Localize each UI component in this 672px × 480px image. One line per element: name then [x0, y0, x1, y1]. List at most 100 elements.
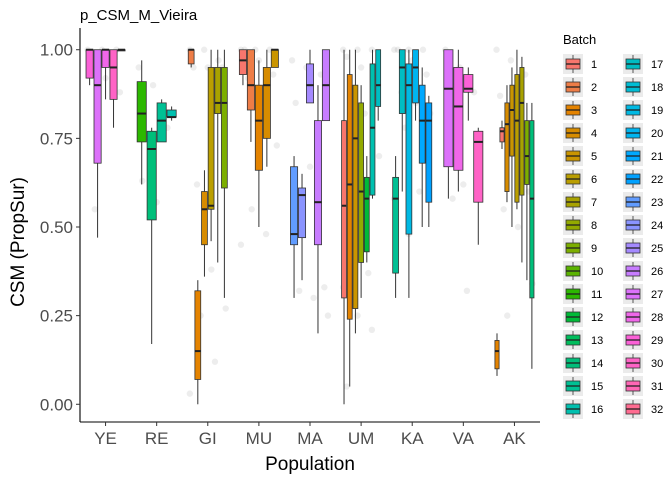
legend-label: 18: [651, 82, 663, 94]
legend-key-batch-13: 13: [563, 330, 603, 350]
box-iqr: [221, 67, 228, 189]
legend-label: 20: [651, 128, 663, 140]
legend-key-batch-8: 8: [563, 215, 597, 235]
x-tick-label: AK: [503, 429, 526, 448]
box-iqr: [166, 109, 177, 118]
outlier-point: [116, 89, 124, 96]
outlier-point: [262, 230, 270, 238]
box-iqr: [146, 130, 157, 221]
outlier-point: [222, 305, 229, 312]
outlier-point: [306, 163, 314, 170]
box-MA-batch-25: [306, 49, 314, 104]
box-iqr: [254, 84, 263, 171]
box-YE-batch-27: [93, 49, 102, 238]
legend-label: 28: [651, 312, 663, 324]
box-iqr: [246, 49, 255, 111]
outlier-point: [419, 46, 427, 53]
outlier-point: [324, 312, 332, 319]
legend-key-batch-14: 14: [563, 353, 603, 373]
box-iqr: [473, 130, 484, 203]
outlier-point: [135, 64, 142, 71]
legend-key-batch-20: 20: [623, 123, 663, 143]
legend-label: 10: [591, 266, 603, 278]
box-iqr: [238, 49, 247, 75]
legend-label: 1: [591, 59, 597, 71]
outlier-point: [507, 57, 515, 64]
legend-key-batch-4: 4: [563, 123, 597, 143]
box-iqr: [494, 340, 500, 370]
outlier-point: [91, 206, 98, 213]
box-iqr: [509, 84, 515, 157]
outlier-point: [211, 358, 219, 365]
outlier-point: [500, 206, 507, 213]
box-iqr: [453, 67, 464, 171]
chart-title: p_CSM_M_Vieira: [80, 7, 198, 24]
box-KA-batch-20: [412, 49, 419, 121]
box-iqr: [101, 49, 110, 68]
box-iqr: [136, 81, 147, 143]
x-tick-label: UM: [348, 429, 374, 448]
box-MU-batch-3: [254, 60, 263, 227]
outlier-point: [416, 188, 423, 195]
box-VA-batch-29: [463, 67, 474, 121]
box-MU-batch-2: [246, 49, 255, 142]
legend-label: 27: [651, 289, 663, 301]
legend-key-batch-21: 21: [623, 146, 663, 166]
box-RE-batch-14: [146, 127, 157, 344]
box-iqr: [85, 49, 94, 79]
legend-key-batch-17: 17: [623, 54, 663, 74]
outlier-point: [288, 57, 296, 64]
box-iqr: [207, 67, 215, 210]
box-iqr: [194, 290, 202, 380]
outlier-point: [493, 46, 500, 53]
box-MA-batch-26: [313, 85, 322, 334]
y-tick-label: 1.00: [40, 41, 73, 60]
box-GI-batch-2: [187, 48, 195, 68]
y-tick-label: 0.75: [40, 129, 73, 148]
box-iqr: [346, 74, 353, 320]
legend-label: 3: [591, 105, 597, 117]
legend-label: 2: [591, 82, 597, 94]
box-iqr: [463, 74, 474, 93]
box-iqr: [358, 102, 364, 263]
box-AK-batch-3: [494, 333, 500, 376]
outlier-point: [237, 241, 245, 248]
outlier-point: [321, 284, 328, 291]
outlier-point: [354, 46, 361, 53]
box-iqr: [214, 67, 222, 114]
outlier-point: [357, 64, 365, 71]
legend-label: 12: [591, 312, 603, 324]
legend-label: 4: [591, 128, 597, 140]
outlier-point: [310, 294, 317, 302]
box-iqr: [156, 102, 167, 143]
legend-label: 21: [651, 151, 663, 163]
box-iqr: [529, 120, 535, 299]
box-MA-batch-26: [321, 49, 330, 122]
box-iqr: [499, 127, 505, 143]
legend-label: 6: [591, 174, 597, 186]
legend-label: 15: [591, 381, 603, 393]
box-iqr: [306, 63, 314, 104]
box-iqr: [519, 67, 525, 196]
box-AK-batch-7: [519, 56, 525, 263]
outlier-point: [368, 46, 376, 53]
box-MU-batch-4: [262, 49, 271, 167]
box-MU-batch-1: [238, 49, 247, 86]
box-KA-batch-15: [392, 156, 399, 298]
legend-label: 25: [651, 243, 663, 255]
box-iqr: [514, 74, 520, 203]
box-MU-batch-5: [270, 48, 279, 68]
box-MA-batch-23: [290, 156, 299, 298]
outlier-point: [193, 181, 201, 188]
box-iqr: [93, 49, 102, 164]
x-axis-label: Population: [265, 454, 355, 475]
box-AK-batch-6: [514, 49, 520, 210]
box-iqr: [187, 49, 195, 65]
legend-key-batch-22: 22: [623, 169, 663, 189]
legend-label: 8: [591, 220, 597, 232]
legend-key-batch-7: 7: [563, 192, 597, 212]
box-AK-batch-14: [529, 102, 535, 369]
x-tick-label: MU: [246, 429, 272, 448]
legend-key-batch-11: 11: [563, 284, 602, 304]
